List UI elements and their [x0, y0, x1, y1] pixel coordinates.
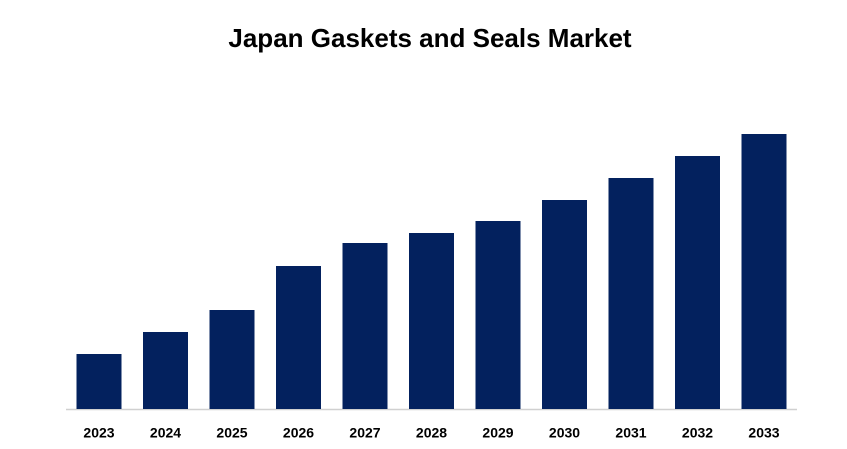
bar: [76, 354, 122, 409]
x-tick-label: 2029: [482, 425, 513, 441]
x-tick-label: 2023: [83, 425, 114, 441]
x-tick-label: 2028: [416, 425, 447, 441]
bar: [741, 134, 787, 409]
bar: [276, 266, 321, 409]
x-tick-label: 2027: [349, 425, 380, 441]
bar: [608, 178, 654, 409]
x-tick-label: 2031: [615, 425, 646, 441]
bar: [143, 332, 188, 409]
x-tick-label: 2024: [150, 425, 181, 441]
bar: [475, 221, 521, 409]
bar: [409, 233, 454, 409]
x-tick-label: 2030: [549, 425, 580, 441]
bar: [542, 200, 587, 409]
chart-title: Japan Gaskets and Seals Market: [228, 23, 632, 53]
x-tick-label: 2026: [283, 425, 314, 441]
bar: [675, 156, 720, 409]
bar: [209, 310, 255, 409]
x-tick-label: 2033: [748, 425, 779, 441]
x-tick-label: 2032: [682, 425, 713, 441]
bar: [342, 243, 388, 409]
x-tick-label: 2025: [216, 425, 247, 441]
